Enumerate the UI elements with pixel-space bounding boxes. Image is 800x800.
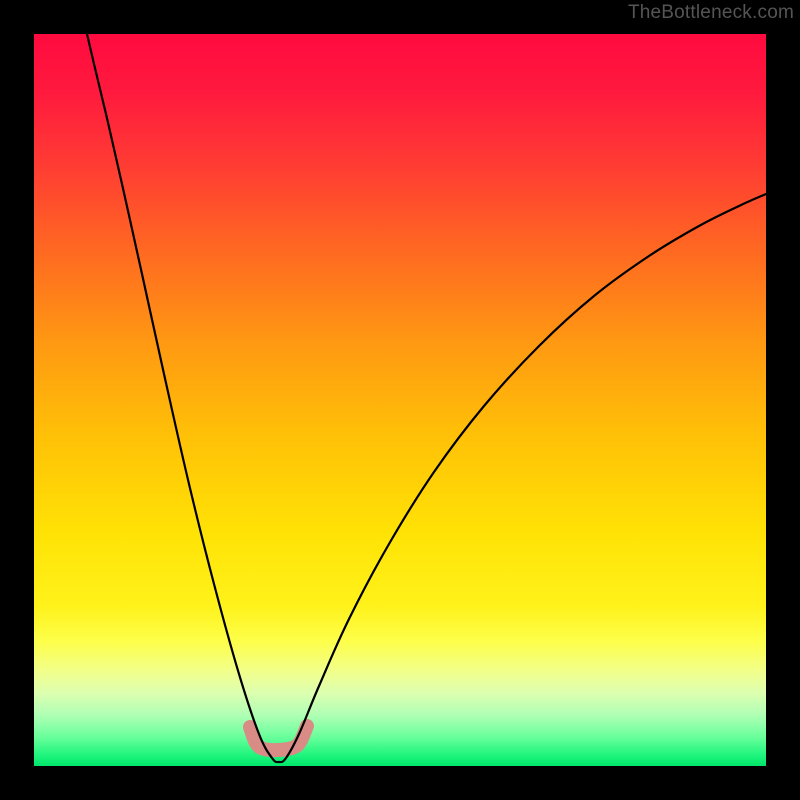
watermark-text: TheBottleneck.com (628, 2, 794, 24)
chart-plot-area (34, 34, 766, 766)
curve-main (87, 34, 766, 762)
curve-highlight (250, 726, 307, 750)
chart-svg (34, 34, 766, 766)
